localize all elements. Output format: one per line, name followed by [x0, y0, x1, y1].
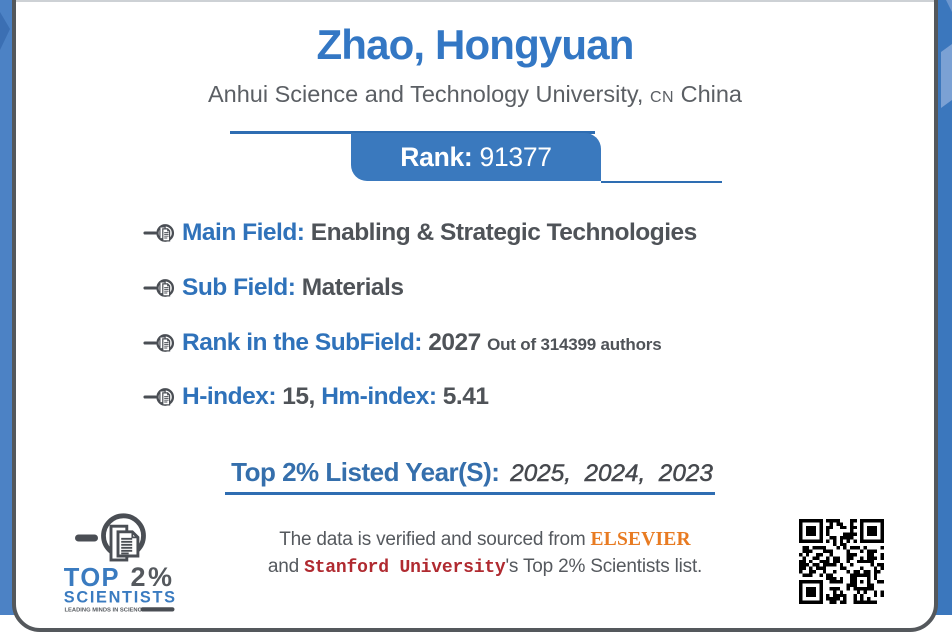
svg-text:LEADING MINDS IN SCIENCE: LEADING MINDS IN SCIENCE [65, 607, 146, 613]
svg-text:SCIENTISTS: SCIENTISTS [64, 588, 177, 606]
svg-text:2%: 2% [131, 562, 175, 592]
svg-text:TOP: TOP [64, 564, 120, 592]
